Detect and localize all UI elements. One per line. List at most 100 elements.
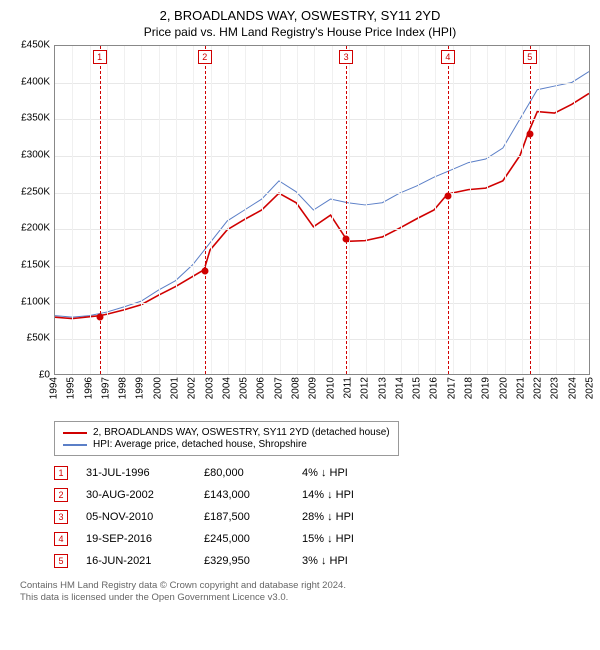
x-tick-label: 2002 [187, 377, 198, 399]
x-tick-label: 1997 [100, 377, 111, 399]
x-tick-label: 2019 [481, 377, 492, 399]
event-price: £80,000 [204, 467, 284, 479]
events-table: 1 31-JUL-1996 £80,000 4% ↓ HPI 2 30-AUG-2002 £… [54, 462, 590, 572]
legend-item: 2, BROADLANDS WAY, OSWESTRY, SY11 2YD (d… [63, 427, 390, 438]
event-date: 05-NOV-2010 [86, 511, 186, 523]
x-tick-label: 2015 [412, 377, 423, 399]
x-tick-label: 2023 [550, 377, 561, 399]
event-date: 16-JUN-2021 [86, 555, 186, 567]
y-tick-label: £200K [21, 223, 50, 234]
event-diff: 3% ↓ HPI [302, 555, 392, 567]
x-tick-label: 2013 [377, 377, 388, 399]
x-tick-label: 2022 [533, 377, 544, 399]
event-number-badge: 5 [54, 554, 68, 568]
event-marker-line [100, 46, 101, 374]
x-tick-label: 2010 [325, 377, 336, 399]
event-marker-line [346, 46, 347, 374]
x-tick-label: 2007 [273, 377, 284, 399]
x-tick-label: 2001 [170, 377, 181, 399]
y-tick-label: £350K [21, 113, 50, 124]
table-row: 1 31-JUL-1996 £80,000 4% ↓ HPI [54, 462, 590, 484]
x-tick-label: 2004 [221, 377, 232, 399]
table-row: 3 05-NOV-2010 £187,500 28% ↓ HPI [54, 506, 590, 528]
event-diff: 4% ↓ HPI [302, 467, 392, 479]
series-line-property [55, 93, 589, 318]
x-tick-label: 2011 [342, 377, 353, 399]
event-marker-badge: 2 [198, 50, 212, 64]
chart-lines [55, 46, 589, 374]
footnote: Contains HM Land Registry data © Crown c… [20, 580, 590, 605]
y-tick-label: £450K [21, 40, 50, 51]
x-tick-label: 1996 [83, 377, 94, 399]
chart-subtitle: Price paid vs. HM Land Registry's House … [10, 25, 590, 39]
event-marker-badge: 3 [339, 50, 353, 64]
event-date: 30-AUG-2002 [86, 489, 186, 501]
event-marker-badge: 4 [441, 50, 455, 64]
event-marker-line [530, 46, 531, 374]
event-number-badge: 3 [54, 510, 68, 524]
legend-label: HPI: Average price, detached house, Shro… [93, 439, 307, 450]
event-date: 31-JUL-1996 [86, 467, 186, 479]
legend-swatch [63, 444, 87, 446]
price-point [526, 131, 533, 138]
series-line-hpi [55, 72, 589, 318]
x-tick-label: 2000 [152, 377, 163, 399]
y-tick-label: £400K [21, 76, 50, 87]
x-tick-label: 2017 [446, 377, 457, 399]
footnote-line: This data is licensed under the Open Gov… [20, 592, 590, 604]
price-point [343, 235, 350, 242]
event-price: £245,000 [204, 533, 284, 545]
price-point [201, 268, 208, 275]
x-tick-label: 1999 [135, 377, 146, 399]
x-tick-label: 2005 [239, 377, 250, 399]
legend-swatch [63, 432, 87, 434]
x-tick-label: 2021 [515, 377, 526, 399]
x-tick-label: 2012 [360, 377, 371, 399]
event-marker-line [448, 46, 449, 374]
legend-item: HPI: Average price, detached house, Shro… [63, 439, 390, 450]
table-row: 2 30-AUG-2002 £143,000 14% ↓ HPI [54, 484, 590, 506]
event-diff: 14% ↓ HPI [302, 489, 392, 501]
event-price: £329,950 [204, 555, 284, 567]
x-tick-label: 2025 [585, 377, 596, 399]
event-number-badge: 4 [54, 532, 68, 546]
x-tick-label: 2003 [204, 377, 215, 399]
event-number-badge: 2 [54, 488, 68, 502]
x-tick-label: 1998 [118, 377, 129, 399]
x-tick-label: 2006 [256, 377, 267, 399]
x-tick-label: 2018 [463, 377, 474, 399]
event-marker-badge: 5 [523, 50, 537, 64]
event-price: £143,000 [204, 489, 284, 501]
x-tick-label: 2009 [308, 377, 319, 399]
x-tick-label: 2014 [394, 377, 405, 399]
price-point [444, 193, 451, 200]
y-tick-label: £250K [21, 186, 50, 197]
event-number-badge: 1 [54, 466, 68, 480]
table-row: 4 19-SEP-2016 £245,000 15% ↓ HPI [54, 528, 590, 550]
y-tick-label: £300K [21, 150, 50, 161]
y-tick-label: £50K [27, 333, 50, 344]
event-date: 19-SEP-2016 [86, 533, 186, 545]
event-price: £187,500 [204, 511, 284, 523]
legend-label: 2, BROADLANDS WAY, OSWESTRY, SY11 2YD (d… [93, 427, 390, 438]
x-tick-label: 2016 [429, 377, 440, 399]
x-tick-label: 2008 [291, 377, 302, 399]
legend: 2, BROADLANDS WAY, OSWESTRY, SY11 2YD (d… [54, 421, 399, 456]
y-tick-label: £100K [21, 296, 50, 307]
x-tick-label: 1994 [49, 377, 60, 399]
event-marker-badge: 1 [93, 50, 107, 64]
y-axis: £0£50K£100K£150K£200K£250K£300K£350K£400… [10, 45, 54, 375]
y-tick-label: £150K [21, 260, 50, 271]
x-tick-label: 2024 [567, 377, 578, 399]
event-marker-line [205, 46, 206, 374]
plot-area: 1 2 3 4 5 [54, 45, 590, 375]
footnote-line: Contains HM Land Registry data © Crown c… [20, 580, 590, 592]
x-tick-label: 1995 [66, 377, 77, 399]
x-tick-label: 2020 [498, 377, 509, 399]
event-diff: 15% ↓ HPI [302, 533, 392, 545]
event-diff: 28% ↓ HPI [302, 511, 392, 523]
chart-title: 2, BROADLANDS WAY, OSWESTRY, SY11 2YD [10, 8, 590, 23]
table-row: 5 16-JUN-2021 £329,950 3% ↓ HPI [54, 550, 590, 572]
x-axis: 1994199519961997199819992000200120022003… [54, 377, 590, 415]
price-point [96, 314, 103, 321]
